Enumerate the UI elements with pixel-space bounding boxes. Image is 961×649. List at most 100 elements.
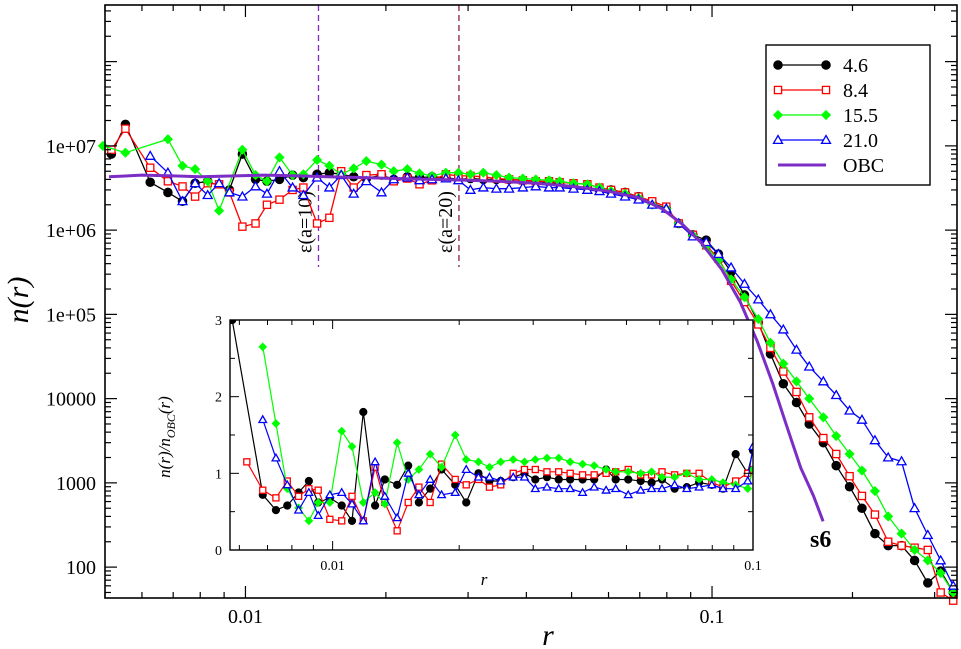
inset-data-point	[748, 441, 753, 451]
data-point	[323, 181, 335, 192]
inset-data-point	[404, 461, 413, 470]
data-point	[935, 568, 946, 579]
inset-data-point	[451, 475, 459, 484]
data-point	[274, 152, 285, 163]
main-axis-ticks: 0.01 0.1 100 1000 10000 1e+05 1e+06 1e+07	[46, 5, 957, 628]
data-point	[236, 190, 249, 201]
data-point	[790, 343, 803, 354]
data-point	[909, 555, 920, 566]
inset-y-label-sub: OBC	[164, 413, 178, 438]
inset-data-point	[461, 464, 472, 474]
inset-data-point	[414, 498, 423, 507]
legend-marker	[821, 85, 831, 95]
inset-data-point	[646, 483, 657, 493]
inset-data-point	[484, 472, 495, 481]
inset-data-point	[294, 492, 303, 501]
inset-data-point	[380, 499, 390, 509]
data-point	[819, 433, 828, 443]
inset-data-point	[358, 498, 368, 507]
inset-data-point	[610, 483, 621, 493]
inset-data-point	[531, 465, 540, 474]
inset-data-point	[324, 489, 335, 499]
data-point	[375, 186, 388, 197]
data-point	[779, 367, 788, 376]
inset-x-tick-label: 0.01	[320, 559, 345, 574]
inset-data-point	[577, 487, 588, 497]
data-point	[777, 323, 789, 334]
inset-background	[230, 320, 753, 550]
inset-data-point	[635, 485, 646, 494]
data-point	[120, 147, 131, 158]
inset-data-point	[578, 471, 587, 479]
inset-data-point	[271, 419, 281, 428]
inset-data-point	[379, 491, 390, 500]
inset-data-point	[601, 485, 612, 494]
inset-data-point	[347, 442, 357, 451]
data-point	[804, 413, 814, 422]
inset-data-point	[370, 488, 380, 497]
inset-data-point	[393, 527, 401, 535]
data-point	[936, 588, 945, 597]
main-series	[97, 119, 959, 605]
data-point	[831, 430, 842, 442]
data-point	[818, 412, 829, 423]
inset-data-point	[293, 505, 304, 514]
data-point	[237, 144, 248, 155]
inset-data-point	[380, 475, 389, 484]
data-point	[856, 414, 868, 424]
data-point	[465, 169, 476, 180]
data-point	[251, 219, 260, 228]
data-point	[348, 163, 359, 174]
inset-data-point	[304, 516, 314, 526]
data-point	[791, 376, 802, 387]
data-point	[791, 397, 802, 408]
inset-data-point	[358, 515, 369, 525]
inset-y-tick-label: 0	[215, 544, 222, 559]
inset-data-point	[304, 476, 313, 486]
inset-data-point	[474, 457, 483, 467]
inset-data-point	[647, 467, 656, 477]
inset-data-point	[271, 506, 281, 515]
inset-data-point	[519, 472, 530, 481]
inset-data-point	[485, 462, 494, 472]
inset-data-point	[565, 457, 575, 467]
inset-data-point	[338, 517, 346, 525]
data-point	[543, 181, 555, 192]
inset-data-point	[347, 516, 357, 525]
data-point	[312, 154, 323, 166]
legend-item-4-6: 4.6	[773, 55, 868, 77]
data-point	[503, 182, 515, 193]
data-point	[922, 529, 934, 540]
inset-data-point	[657, 472, 667, 482]
data-point	[831, 460, 841, 471]
legend-marker	[773, 60, 783, 70]
inset-plot: 0.01 0.1 0 1 2 3	[215, 314, 762, 574]
data-point	[176, 195, 189, 206]
data-point	[869, 434, 881, 445]
inset-data-point	[530, 455, 540, 464]
data-point	[725, 261, 737, 272]
inset-data-point	[657, 483, 667, 493]
inset-x-axis-title: r	[481, 570, 488, 589]
data-point	[803, 360, 815, 371]
data-point	[121, 124, 130, 133]
inset-data-point	[623, 467, 633, 477]
y-tick-label: 1e+05	[46, 304, 96, 326]
inset-data-point	[611, 475, 620, 484]
data-point	[922, 555, 933, 566]
data-point	[202, 176, 213, 187]
data-point	[739, 292, 750, 303]
legend-items: 4.6 8.4 15.5 21.0 OBC	[772, 55, 884, 177]
data-point	[869, 485, 881, 497]
inset-data-point	[303, 487, 314, 497]
data-point	[896, 528, 907, 539]
data-point	[477, 181, 489, 192]
legend-item-15-5: 15.5	[772, 105, 878, 127]
legend-marker	[772, 109, 784, 121]
y-tick-label: 1e+07	[46, 136, 96, 158]
inset-data-point	[325, 498, 335, 507]
inset-data-point	[270, 452, 281, 462]
legend-item-8-4: 8.4	[773, 80, 868, 102]
inset-y-tick-label: 3	[215, 314, 222, 329]
inset-data-point	[337, 501, 346, 510]
